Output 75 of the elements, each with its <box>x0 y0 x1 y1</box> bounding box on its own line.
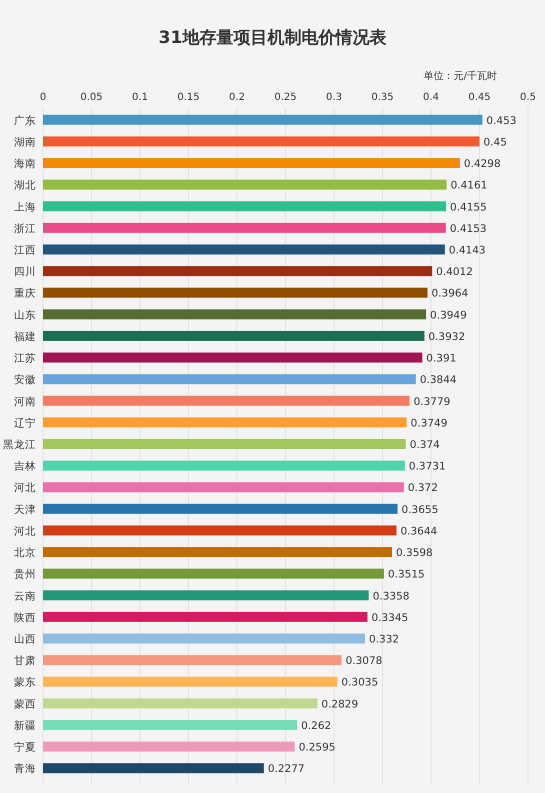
category-label: 吉林 <box>14 460 36 473</box>
category-label: 天津 <box>14 504 36 516</box>
tick-label: 0 <box>40 92 46 103</box>
category-label: 河南 <box>14 396 36 408</box>
category-label: 青海 <box>14 763 36 776</box>
category-label: 甘肃 <box>14 655 36 668</box>
data-label: 0.3731 <box>408 460 446 473</box>
tick-label: 0.35 <box>371 92 394 103</box>
data-label: 0.3949 <box>430 309 467 322</box>
category-label: 四川 <box>14 266 36 278</box>
data-label: 0.3844 <box>420 374 457 386</box>
data-label: 0.262 <box>301 720 332 732</box>
tick-label: 0.15 <box>177 92 200 103</box>
tick-label: 0.2 <box>229 92 245 103</box>
category-label: 河北 <box>14 525 36 538</box>
data-label: 0.3644 <box>400 525 438 538</box>
data-label: 0.3655 <box>402 504 438 516</box>
data-label: 0.2595 <box>298 742 336 754</box>
data-label: 0.2829 <box>321 698 358 710</box>
data-label: 0.3035 <box>341 676 378 689</box>
category-label: 蒙东 <box>14 676 36 689</box>
category-label: 上海 <box>14 201 36 214</box>
category-label: 陕西 <box>14 612 36 624</box>
data-label: 0.4143 <box>448 244 486 256</box>
category-label: 浙江 <box>14 222 36 235</box>
category-label: 山东 <box>14 309 36 322</box>
data-label: 0.332 <box>369 634 400 646</box>
data-label: 0.4298 <box>464 158 501 170</box>
category-label: 河北 <box>14 482 36 494</box>
annotation: 单位：元/千瓦时 <box>424 71 497 82</box>
category-label: 云南 <box>14 590 36 602</box>
data-label: 0.3598 <box>396 547 433 560</box>
data-label: 0.391 <box>426 352 456 365</box>
tick-label: 0.4 <box>423 92 439 103</box>
tick-label: 0.45 <box>468 92 491 103</box>
tick-label: 0.05 <box>80 92 103 103</box>
category-label: 蒙西 <box>14 698 36 710</box>
category-label: 海南 <box>14 158 36 170</box>
data-label: 0.3964 <box>432 288 468 300</box>
category-label: 山西 <box>14 634 36 646</box>
category-label: 江苏 <box>14 352 36 365</box>
data-label: 0.3932 <box>428 330 466 343</box>
title: 31地存量项目机制电价情况表 <box>158 28 386 48</box>
data-label: 0.3078 <box>346 655 382 668</box>
category-label: 北京 <box>14 547 36 560</box>
data-label: 0.3779 <box>414 396 450 408</box>
category-label: 贵州 <box>14 568 36 581</box>
data-label: 0.3358 <box>372 590 410 602</box>
category-label: 安徽 <box>14 374 36 386</box>
data-label: 0.45 <box>484 136 507 148</box>
category-label: 湖南 <box>14 136 36 148</box>
category-label: 广东 <box>14 114 36 127</box>
data-label: 0.453 <box>486 114 516 127</box>
data-label: 0.3345 <box>371 612 408 624</box>
data-label: 0.2277 <box>268 763 305 776</box>
tick-label: 0.25 <box>274 92 297 103</box>
category-label: 新疆 <box>14 720 36 732</box>
category-label: 辽宁 <box>14 417 36 430</box>
category-label: 江西 <box>14 244 36 256</box>
data-label: 0.3515 <box>388 568 425 581</box>
data-label: 0.4012 <box>436 266 473 278</box>
data-label: 0.3749 <box>410 417 448 430</box>
category-label: 湖北 <box>14 180 36 192</box>
category-label: 黑龙江 <box>3 439 36 451</box>
data-label: 0.372 <box>408 482 438 494</box>
category-label: 宁夏 <box>14 742 36 754</box>
data-label: 0.4155 <box>450 201 487 214</box>
data-label: 0.4161 <box>450 180 488 192</box>
data-label: 0.4153 <box>450 222 487 235</box>
category-label: 福建 <box>14 330 36 343</box>
tick-label: 0.5 <box>520 92 536 103</box>
tick-label: 0.1 <box>132 92 148 103</box>
tick-label: 0.3 <box>326 92 342 103</box>
data-label: 0.374 <box>410 439 440 451</box>
category-label: 重庆 <box>14 288 36 300</box>
